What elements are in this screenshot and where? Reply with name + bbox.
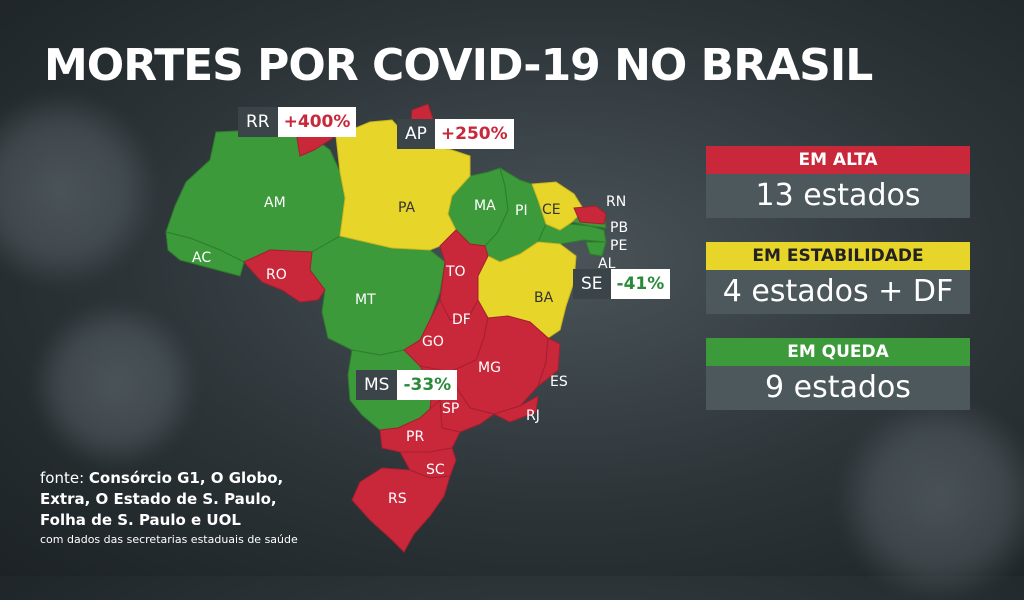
label-ma: MA xyxy=(474,198,496,214)
callout-rr: RR +400% xyxy=(238,107,357,137)
label-al: AL xyxy=(598,256,616,272)
label-sp: SP xyxy=(442,401,459,417)
page-title: MORTES POR COVID-19 NO BRASIL xyxy=(44,40,873,91)
label-pb: PB xyxy=(610,220,628,236)
virus-background-image xyxy=(30,300,200,470)
legend-em-alta-value: 13 estados xyxy=(706,174,970,218)
legend-em-alta: EM ALTA 13 estados xyxy=(706,146,970,218)
callout-ms: MS -33% xyxy=(356,370,458,400)
label-ac: AC xyxy=(192,250,211,266)
state-rs xyxy=(351,467,451,553)
state-rj xyxy=(492,395,539,423)
state-es xyxy=(537,337,561,388)
callout-ap-pct: +250% xyxy=(434,119,514,149)
label-pa: PA xyxy=(398,200,416,216)
callout-ms-abbr: MS xyxy=(356,370,398,400)
source-credit: fonte: Consórcio G1, O Globo, Extra, O E… xyxy=(40,468,298,549)
label-am: AM xyxy=(264,195,286,211)
label-sc: SC xyxy=(426,462,445,478)
callout-ms-pct: -33% xyxy=(397,370,458,400)
legend-em-alta-label: EM ALTA xyxy=(706,146,970,174)
callout-rr-abbr: RR xyxy=(238,107,278,137)
label-pr: PR xyxy=(406,429,424,445)
callout-ap: AP +250% xyxy=(397,119,514,149)
label-mt: MT xyxy=(355,292,376,308)
source-line2: Extra, O Estado de S. Paulo, xyxy=(40,490,277,508)
label-pe: PE xyxy=(610,238,627,254)
label-ro: RO xyxy=(266,267,287,283)
source-prefix: fonte: xyxy=(40,469,85,487)
legend-em-estabilidade: EM ESTABILIDADE 4 estados + DF xyxy=(706,242,970,314)
brazil-map: AM AC RO MT PA MA PI CE RN PB PE AL TO B… xyxy=(165,103,628,553)
label-go: GO xyxy=(422,334,444,350)
legend-em-estabilidade-label: EM ESTABILIDADE xyxy=(706,242,970,270)
legend-em-queda-label: EM QUEDA xyxy=(706,338,970,366)
virus-background-image xyxy=(830,400,1024,600)
label-mg: MG xyxy=(478,360,501,376)
state-ro xyxy=(243,249,326,303)
state-to xyxy=(439,229,489,321)
state-pr xyxy=(379,398,461,453)
callout-se: SE -41% xyxy=(573,269,671,299)
legend-em-estabilidade-value: 4 estados + DF xyxy=(706,270,970,314)
label-pi: PI xyxy=(515,203,528,219)
callout-se-pct: -41% xyxy=(610,269,671,299)
callout-ap-abbr: AP xyxy=(397,119,435,149)
source-line1: Consórcio G1, O Globo, xyxy=(88,469,284,487)
label-ba: BA xyxy=(534,290,554,306)
label-df: DF xyxy=(452,312,471,328)
legend-em-queda-value: 9 estados xyxy=(706,366,970,410)
label-to: TO xyxy=(445,264,466,280)
source-line3: Folha de S. Paulo e UOL xyxy=(40,511,241,529)
label-es: ES xyxy=(550,374,568,390)
state-al xyxy=(585,241,607,257)
callout-se-abbr: SE xyxy=(573,269,611,299)
label-rs: RS xyxy=(388,491,407,507)
label-rj: RJ xyxy=(526,408,540,424)
label-ce: CE xyxy=(542,202,561,218)
legend-em-queda: EM QUEDA 9 estados xyxy=(706,338,970,410)
label-rn: RN xyxy=(606,194,626,210)
state-ce xyxy=(531,181,585,231)
virus-background-image xyxy=(0,90,160,290)
source-note: com dados das secretarias estaduais de s… xyxy=(40,533,298,546)
state-ac xyxy=(165,231,245,277)
callout-rr-pct: +400% xyxy=(277,107,357,137)
state-rn xyxy=(573,205,607,225)
